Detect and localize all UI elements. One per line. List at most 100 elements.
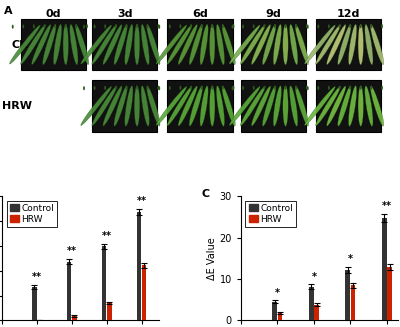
Ellipse shape <box>222 24 224 28</box>
Ellipse shape <box>167 86 192 126</box>
Ellipse shape <box>189 25 203 65</box>
FancyBboxPatch shape <box>92 19 158 71</box>
Ellipse shape <box>158 25 160 29</box>
Text: *: * <box>275 288 280 298</box>
Ellipse shape <box>210 86 215 126</box>
Ellipse shape <box>240 25 265 64</box>
Text: **: ** <box>137 196 147 206</box>
Ellipse shape <box>211 24 213 28</box>
Ellipse shape <box>180 86 181 90</box>
Bar <box>32 287 36 320</box>
Ellipse shape <box>338 25 351 65</box>
Ellipse shape <box>242 86 244 90</box>
Ellipse shape <box>349 24 351 28</box>
Ellipse shape <box>92 25 117 64</box>
Bar <box>137 213 141 320</box>
Ellipse shape <box>262 86 276 126</box>
Ellipse shape <box>295 24 297 28</box>
Ellipse shape <box>126 24 127 28</box>
Text: **: ** <box>67 246 77 256</box>
Ellipse shape <box>134 24 140 65</box>
Ellipse shape <box>262 25 276 65</box>
Legend: Control, HRW: Control, HRW <box>6 201 57 227</box>
Ellipse shape <box>75 25 89 65</box>
Ellipse shape <box>178 25 197 64</box>
Ellipse shape <box>222 86 224 90</box>
Ellipse shape <box>136 86 138 90</box>
Ellipse shape <box>327 25 346 64</box>
Ellipse shape <box>306 24 308 28</box>
Ellipse shape <box>229 25 260 64</box>
Ellipse shape <box>295 86 297 90</box>
Ellipse shape <box>358 24 364 65</box>
Ellipse shape <box>136 24 138 28</box>
Bar <box>278 313 282 320</box>
Ellipse shape <box>167 25 192 64</box>
Ellipse shape <box>316 86 340 126</box>
Ellipse shape <box>54 24 56 28</box>
Ellipse shape <box>307 86 309 90</box>
Ellipse shape <box>307 25 309 29</box>
Ellipse shape <box>125 86 133 126</box>
Ellipse shape <box>273 24 282 65</box>
Ellipse shape <box>348 86 357 126</box>
Ellipse shape <box>81 86 112 126</box>
Ellipse shape <box>338 24 340 28</box>
Ellipse shape <box>252 25 270 64</box>
Ellipse shape <box>169 25 171 28</box>
Ellipse shape <box>115 24 117 28</box>
Bar <box>309 286 314 320</box>
Ellipse shape <box>274 86 276 90</box>
FancyBboxPatch shape <box>92 80 158 132</box>
Ellipse shape <box>222 86 235 126</box>
Ellipse shape <box>263 86 265 90</box>
Ellipse shape <box>54 24 62 65</box>
Ellipse shape <box>274 24 276 28</box>
FancyBboxPatch shape <box>316 80 381 132</box>
Ellipse shape <box>210 24 215 65</box>
Ellipse shape <box>284 24 286 28</box>
Ellipse shape <box>216 86 224 126</box>
Ellipse shape <box>83 25 85 29</box>
Ellipse shape <box>178 86 197 126</box>
FancyBboxPatch shape <box>167 80 233 132</box>
Ellipse shape <box>317 25 319 28</box>
Ellipse shape <box>10 25 40 64</box>
Ellipse shape <box>348 24 357 65</box>
Ellipse shape <box>114 86 127 126</box>
Ellipse shape <box>304 86 335 126</box>
Ellipse shape <box>12 25 14 29</box>
Ellipse shape <box>103 25 122 64</box>
Ellipse shape <box>216 24 224 65</box>
Ellipse shape <box>232 24 234 28</box>
FancyBboxPatch shape <box>316 19 381 71</box>
Ellipse shape <box>157 24 159 28</box>
Text: **: ** <box>382 201 392 211</box>
Ellipse shape <box>327 86 346 126</box>
Ellipse shape <box>156 86 187 126</box>
Text: 0d: 0d <box>46 9 61 19</box>
Ellipse shape <box>158 86 160 90</box>
FancyBboxPatch shape <box>240 80 306 132</box>
Ellipse shape <box>358 86 364 126</box>
Ellipse shape <box>190 24 192 28</box>
Ellipse shape <box>157 86 159 90</box>
Ellipse shape <box>134 86 140 126</box>
Text: HRW: HRW <box>2 101 32 111</box>
Ellipse shape <box>147 86 148 90</box>
Ellipse shape <box>338 86 351 126</box>
Ellipse shape <box>156 25 187 64</box>
Ellipse shape <box>125 24 133 65</box>
Ellipse shape <box>365 86 373 126</box>
Ellipse shape <box>360 24 362 28</box>
Ellipse shape <box>317 86 319 90</box>
Bar <box>314 305 319 320</box>
Ellipse shape <box>104 24 106 28</box>
Ellipse shape <box>70 24 78 65</box>
Ellipse shape <box>370 86 372 90</box>
Text: *: * <box>348 254 353 264</box>
Ellipse shape <box>328 86 330 90</box>
Ellipse shape <box>304 25 335 64</box>
Ellipse shape <box>263 24 265 28</box>
Ellipse shape <box>115 86 117 90</box>
